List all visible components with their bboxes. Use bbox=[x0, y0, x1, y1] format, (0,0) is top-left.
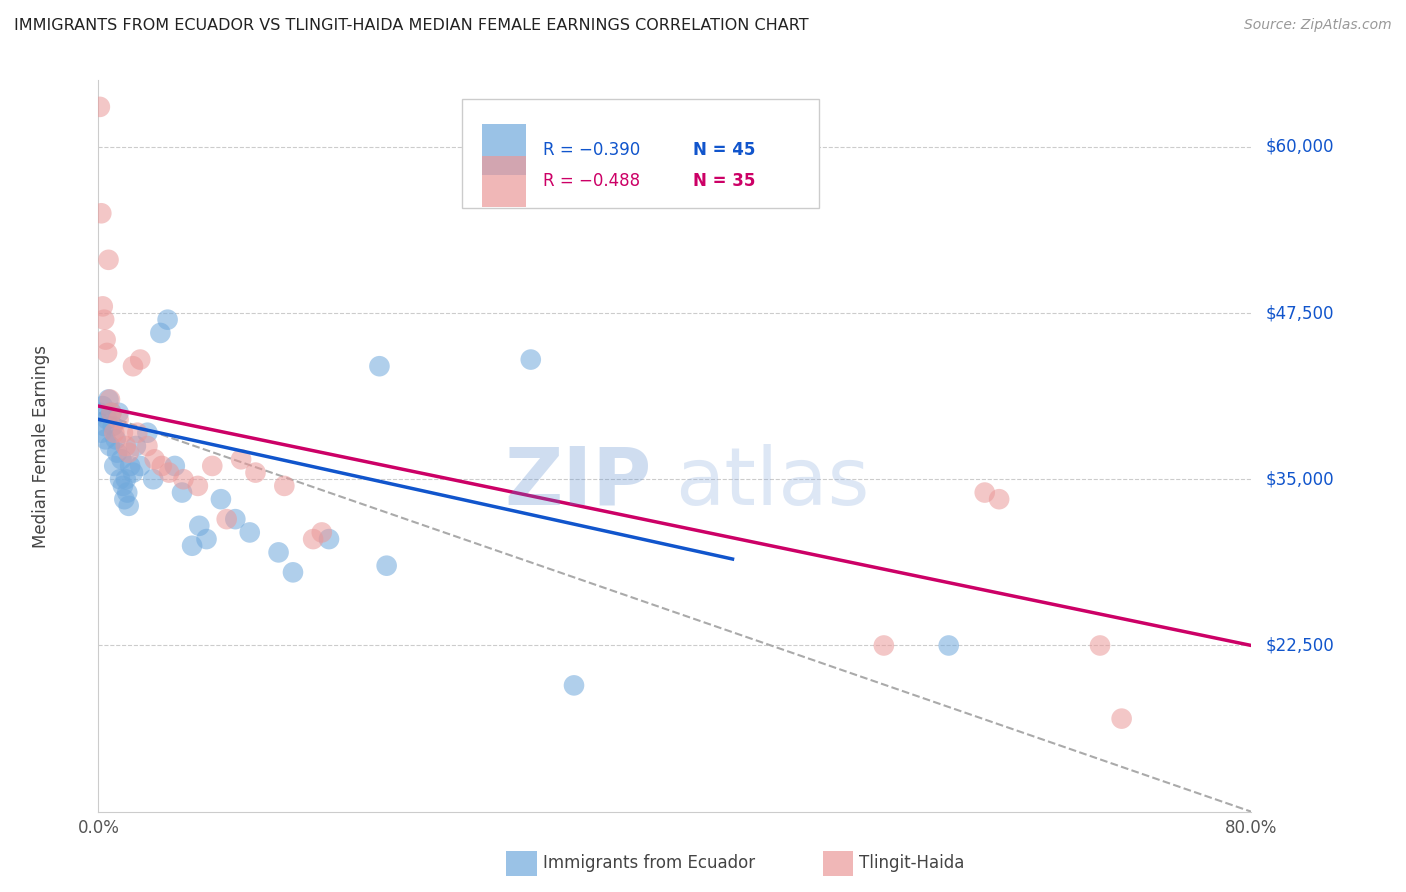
Point bbox=[89, 406, 111, 420]
Point bbox=[98, 439, 121, 453]
Point bbox=[201, 458, 224, 473]
Text: $22,500: $22,500 bbox=[1265, 637, 1334, 655]
Point bbox=[100, 406, 122, 420]
Point bbox=[101, 419, 124, 434]
Bar bbox=[482, 155, 526, 207]
Point bbox=[125, 439, 148, 453]
Point bbox=[873, 639, 896, 653]
Point bbox=[94, 333, 117, 347]
Point bbox=[157, 466, 180, 480]
Point bbox=[118, 499, 141, 513]
Point bbox=[973, 485, 995, 500]
Point bbox=[302, 532, 325, 546]
Point bbox=[90, 425, 112, 440]
Point bbox=[172, 472, 194, 486]
Point bbox=[1088, 639, 1111, 653]
Text: $35,000: $35,000 bbox=[1265, 470, 1334, 488]
Point bbox=[97, 392, 120, 407]
Bar bbox=[482, 124, 526, 176]
Text: N = 45: N = 45 bbox=[693, 141, 755, 159]
Point bbox=[1111, 712, 1133, 726]
Point bbox=[273, 479, 295, 493]
Point bbox=[90, 206, 112, 220]
Point bbox=[111, 479, 134, 493]
Point bbox=[129, 458, 152, 473]
Point bbox=[988, 492, 1011, 507]
Point bbox=[368, 359, 391, 374]
Point bbox=[114, 439, 136, 453]
Text: R = −0.390: R = −0.390 bbox=[544, 141, 641, 159]
Point bbox=[111, 425, 134, 440]
Point bbox=[239, 525, 262, 540]
Text: ZIP: ZIP bbox=[505, 443, 652, 522]
Point bbox=[136, 439, 159, 453]
Point bbox=[120, 458, 142, 473]
Point bbox=[209, 492, 232, 507]
FancyBboxPatch shape bbox=[461, 99, 818, 209]
Point bbox=[163, 458, 186, 473]
Point bbox=[108, 472, 131, 486]
Point bbox=[195, 532, 218, 546]
Text: $60,000: $60,000 bbox=[1265, 137, 1334, 156]
Point bbox=[562, 678, 585, 692]
Text: atlas: atlas bbox=[675, 443, 869, 522]
Text: R = −0.488: R = −0.488 bbox=[544, 172, 641, 190]
Point bbox=[143, 452, 166, 467]
Point bbox=[96, 346, 118, 360]
Point bbox=[91, 399, 114, 413]
Text: N = 35: N = 35 bbox=[693, 172, 755, 190]
Point bbox=[229, 452, 252, 467]
Point bbox=[112, 492, 135, 507]
Point bbox=[114, 472, 136, 486]
Point bbox=[170, 485, 193, 500]
Point bbox=[98, 392, 121, 407]
Text: IMMIGRANTS FROM ECUADOR VS TLINGIT-HAIDA MEDIAN FEMALE EARNINGS CORRELATION CHAR: IMMIGRANTS FROM ECUADOR VS TLINGIT-HAIDA… bbox=[14, 18, 808, 33]
Point bbox=[187, 479, 209, 493]
Point bbox=[136, 425, 159, 440]
Point bbox=[938, 639, 960, 653]
Point bbox=[117, 485, 138, 500]
Point bbox=[97, 252, 120, 267]
Point bbox=[215, 512, 238, 526]
Point bbox=[103, 425, 125, 440]
Point bbox=[224, 512, 246, 526]
Point bbox=[181, 539, 204, 553]
Point bbox=[107, 406, 129, 420]
Point bbox=[129, 352, 152, 367]
Point bbox=[93, 419, 115, 434]
Point bbox=[150, 458, 173, 473]
Point bbox=[118, 445, 141, 459]
Point bbox=[156, 312, 179, 326]
Point bbox=[91, 299, 114, 313]
Point bbox=[318, 532, 340, 546]
Point bbox=[89, 100, 111, 114]
Point bbox=[149, 326, 172, 340]
Point bbox=[520, 352, 543, 367]
Point bbox=[245, 466, 267, 480]
Text: Tlingit-Haida: Tlingit-Haida bbox=[859, 855, 965, 872]
Point bbox=[93, 312, 115, 326]
Point bbox=[142, 472, 165, 486]
Point bbox=[267, 545, 290, 559]
Point bbox=[188, 518, 211, 533]
Point bbox=[375, 558, 398, 573]
Point bbox=[96, 412, 118, 426]
Text: $47,500: $47,500 bbox=[1265, 304, 1334, 322]
Point bbox=[105, 445, 128, 459]
Point bbox=[110, 452, 132, 467]
Point bbox=[103, 458, 125, 473]
Point bbox=[94, 433, 117, 447]
Text: Immigrants from Ecuador: Immigrants from Ecuador bbox=[543, 855, 755, 872]
Point bbox=[122, 359, 145, 374]
Point bbox=[122, 466, 145, 480]
Point bbox=[100, 406, 122, 420]
Text: Source: ZipAtlas.com: Source: ZipAtlas.com bbox=[1244, 18, 1392, 32]
Point bbox=[127, 425, 149, 440]
Text: Median Female Earnings: Median Female Earnings bbox=[32, 344, 49, 548]
Point bbox=[104, 433, 127, 447]
Point bbox=[107, 412, 129, 426]
Point bbox=[311, 525, 333, 540]
Point bbox=[281, 566, 304, 580]
